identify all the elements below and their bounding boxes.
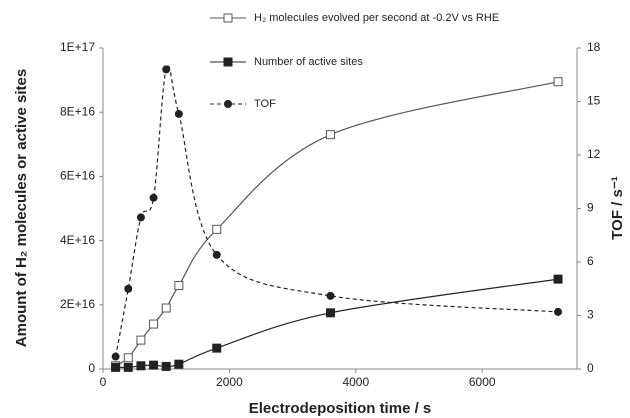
point (136, 335, 146, 345)
point (174, 281, 184, 291)
point (212, 250, 221, 259)
point (212, 343, 222, 353)
legend-label: Number of active sites (254, 56, 363, 68)
point (111, 362, 121, 372)
x-axis-title: Electrodeposition time / s (249, 400, 432, 417)
point (174, 359, 184, 369)
x-tick-label: 2000 (216, 375, 243, 389)
point (326, 308, 336, 318)
y2-axis-title: TOF / s⁻¹ (609, 176, 626, 239)
y-tick-label: 6E+16 (60, 169, 95, 183)
point (149, 193, 158, 202)
legend-marker (223, 57, 233, 67)
legend-marker (224, 100, 232, 108)
point (161, 361, 171, 371)
y-tick-label: 4E+16 (60, 233, 95, 247)
y-tick-label: 1E+17 (60, 40, 95, 54)
point (553, 274, 563, 284)
series-line (115, 278, 559, 369)
series-line (115, 65, 559, 357)
point (149, 319, 159, 329)
y2-tick-label: 12 (587, 147, 601, 161)
y2-tick-label: 6 (587, 254, 594, 268)
y2-tick-label: 9 (587, 201, 594, 215)
x-tick-label: 0 (100, 375, 107, 389)
legend-label: TOF (254, 98, 276, 110)
point (162, 65, 171, 74)
y-tick-label: 2E+16 (60, 297, 95, 311)
y2-tick-label: 3 (587, 308, 594, 322)
point (326, 130, 336, 140)
y-axis-title: Amount of H₂ molecules or active sites (13, 69, 30, 347)
x-tick-label: 4000 (342, 375, 369, 389)
legend-marker (223, 13, 233, 23)
point (111, 352, 120, 361)
y2-tick-label: 0 (587, 361, 594, 375)
point (553, 77, 563, 87)
point (149, 360, 159, 370)
point (326, 291, 335, 300)
point (161, 303, 171, 313)
y2-tick-label: 15 (587, 94, 601, 108)
series-line (115, 81, 559, 367)
point (136, 213, 145, 222)
x-tick-label: 6000 (469, 375, 496, 389)
point (123, 362, 133, 372)
y-tick-label: 0 (88, 361, 95, 375)
legend-label: H₂ molecules evolved per second at -0.2V… (254, 12, 499, 24)
point (554, 307, 563, 316)
y-tick-label: 8E+16 (60, 104, 95, 118)
point (136, 361, 146, 371)
y2-tick-label: 18 (587, 40, 601, 54)
point (124, 284, 133, 293)
point (174, 109, 183, 118)
point (123, 353, 133, 363)
point (212, 224, 222, 234)
